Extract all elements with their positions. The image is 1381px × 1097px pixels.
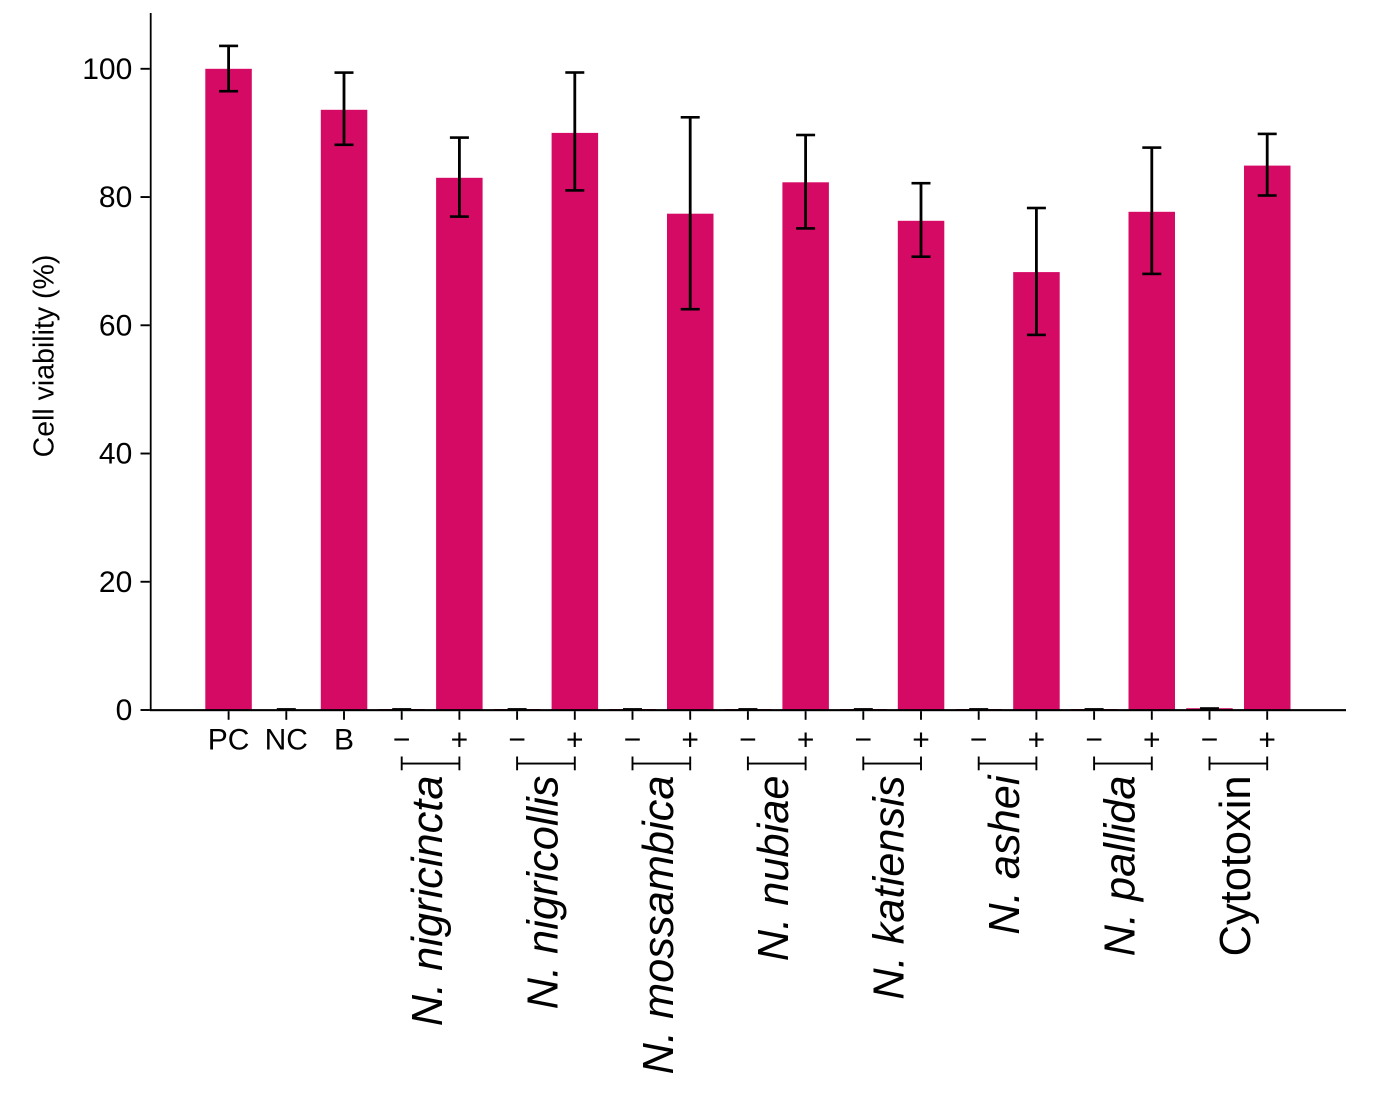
svg-text:+: + [1258,724,1276,757]
svg-text:N. nubiae: N. nubiae [750,776,798,962]
svg-text:−: − [1085,724,1103,757]
svg-text:B: B [334,724,354,757]
svg-text:+: + [1143,724,1161,757]
svg-text:0: 0 [116,694,133,727]
svg-text:+: + [1028,724,1046,757]
svg-text:+: + [681,724,699,757]
svg-text:Cytotoxin: Cytotoxin [1212,776,1260,957]
svg-text:N. katiensis: N. katiensis [866,776,914,1000]
svg-text:80: 80 [99,181,132,214]
svg-text:40: 40 [99,438,132,471]
svg-text:+: + [912,724,930,757]
svg-text:−: − [624,724,642,757]
svg-text:−: − [970,724,988,757]
svg-text:−: − [393,724,411,757]
svg-text:−: − [1201,724,1219,757]
svg-text:−: − [855,724,873,757]
svg-text:20: 20 [99,566,132,599]
svg-text:100: 100 [82,53,132,86]
svg-text:+: + [451,724,469,757]
svg-text:Cell viability (%): Cell viability (%) [29,255,61,458]
svg-text:−: − [739,724,757,757]
svg-text:60: 60 [99,309,132,342]
svg-text:N. nigricincta: N. nigricincta [404,776,452,1027]
svg-text:−: − [508,724,526,757]
svg-text:+: + [797,724,815,757]
svg-text:N. pallida: N. pallida [1096,776,1144,957]
svg-text:+: + [566,724,584,757]
svg-text:N. nigricollis: N. nigricollis [520,776,568,1010]
svg-text:N. ashei: N. ashei [981,774,1029,935]
svg-text:N. mossambica: N. mossambica [635,776,683,1075]
svg-text:NC: NC [265,724,308,757]
svg-text:PC: PC [208,724,250,757]
